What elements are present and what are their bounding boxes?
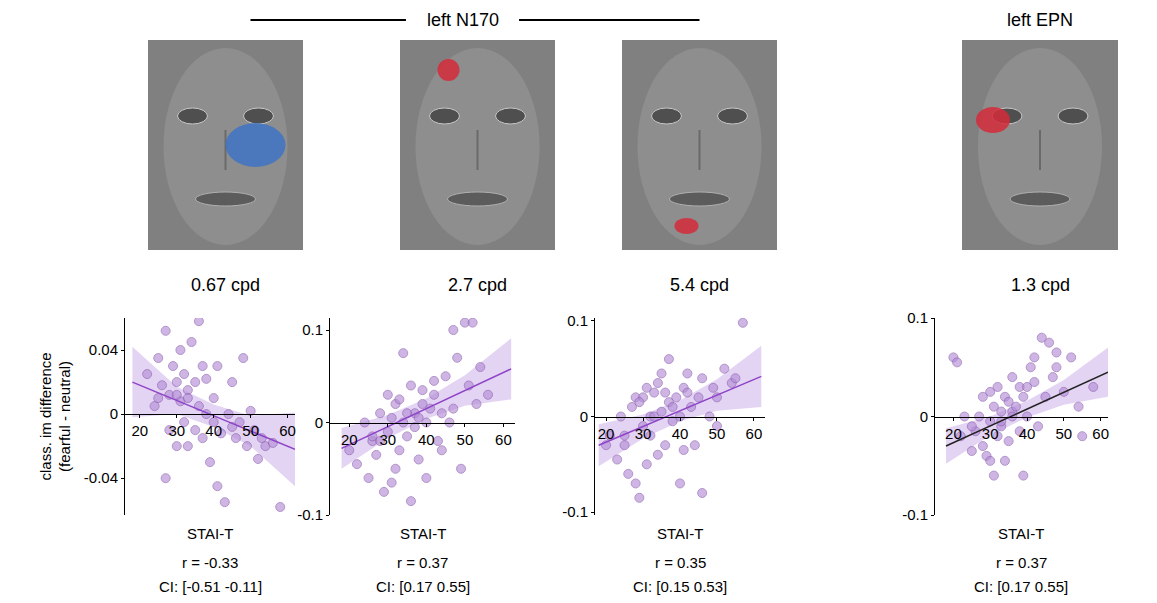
svg-text:60: 60 [1092, 425, 1109, 442]
svg-text:20: 20 [131, 422, 148, 439]
svg-text:0: 0 [920, 408, 928, 425]
svg-text:r = 0.37: r = 0.37 [996, 554, 1047, 571]
svg-text:left N170: left N170 [427, 10, 499, 30]
svg-text:CI: [0.15 0.53]: CI: [0.15 0.53] [633, 578, 727, 595]
svg-text:20: 20 [598, 425, 615, 442]
svg-text:CI: [0.17 0.55]: CI: [0.17 0.55] [376, 578, 470, 595]
svg-text:5.4 cpd: 5.4 cpd [670, 275, 729, 295]
svg-text:-0.04: -0.04 [84, 469, 118, 486]
svg-text:40: 40 [205, 422, 222, 439]
svg-text:50: 50 [709, 425, 726, 442]
svg-text:20: 20 [341, 431, 358, 448]
svg-text:r = 0.37: r = 0.37 [397, 554, 448, 571]
svg-text:30: 30 [379, 431, 396, 448]
svg-text:60: 60 [279, 422, 296, 439]
svg-text:0: 0 [580, 408, 588, 425]
svg-text:CI: [-0.51 -0.11]: CI: [-0.51 -0.11] [159, 578, 262, 595]
svg-text:0.04: 0.04 [89, 341, 118, 358]
svg-text:30: 30 [635, 425, 652, 442]
svg-text:50: 50 [457, 431, 474, 448]
svg-text:r = 0.35: r = 0.35 [655, 554, 706, 571]
svg-text:0.67 cpd: 0.67 cpd [191, 275, 260, 295]
svg-text:0.1: 0.1 [302, 321, 323, 338]
svg-text:left EPN: left EPN [1007, 10, 1073, 30]
svg-text:0.1: 0.1 [567, 312, 588, 329]
svg-text:0.1: 0.1 [907, 309, 928, 326]
svg-text:r = -0.33: r = -0.33 [182, 554, 238, 571]
svg-text:0: 0 [315, 414, 323, 431]
svg-text:50: 50 [1055, 425, 1072, 442]
svg-text:-0.1: -0.1 [297, 506, 323, 523]
svg-text:60: 60 [495, 431, 512, 448]
svg-text:30: 30 [168, 422, 185, 439]
svg-text:CI: [0.17 0.55]: CI: [0.17 0.55] [974, 578, 1068, 595]
svg-text:0: 0 [110, 405, 118, 422]
svg-text:STAI-T: STAI-T [657, 525, 703, 542]
svg-text:class. im difference(fearful -: class. im difference(fearful - neutral) [37, 352, 74, 480]
svg-text:-0.1: -0.1 [902, 506, 928, 523]
svg-text:STAI-T: STAI-T [400, 525, 446, 542]
svg-text:40: 40 [1019, 425, 1036, 442]
svg-text:50: 50 [242, 422, 259, 439]
svg-text:STAI-T: STAI-T [998, 525, 1044, 542]
svg-text:40: 40 [672, 425, 689, 442]
svg-text:20: 20 [945, 425, 962, 442]
svg-text:2.7 cpd: 2.7 cpd [448, 275, 507, 295]
svg-text:-0.1: -0.1 [562, 503, 588, 520]
svg-text:STAI-T: STAI-T [187, 525, 233, 542]
svg-text:30: 30 [982, 425, 999, 442]
svg-text:1.3 cpd: 1.3 cpd [1011, 275, 1070, 295]
svg-text:40: 40 [418, 431, 435, 448]
svg-text:60: 60 [746, 425, 763, 442]
